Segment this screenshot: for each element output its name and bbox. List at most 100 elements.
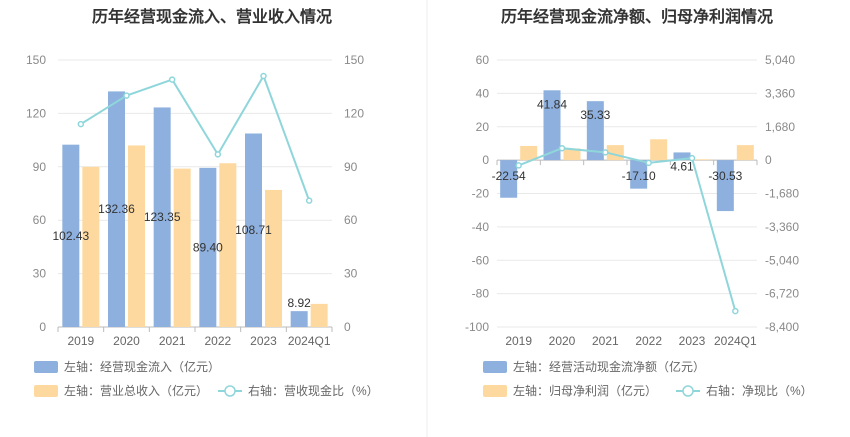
chart1-right-tick-label: 90: [344, 160, 358, 174]
chart2-legend-marker-icon: [682, 385, 694, 397]
chart2-right-tick-label: 5,040: [765, 53, 795, 67]
chart2-legend-swatch: [483, 361, 507, 373]
chart1-category-label: 2020: [113, 334, 140, 348]
chart2-left-tick-label: 40: [476, 86, 490, 100]
chart1-category-label: 2019: [67, 334, 94, 348]
chart2-ratio-point: [645, 159, 652, 167]
chart1-category-label: 2022: [204, 334, 231, 348]
chart1-ratio-point: [260, 72, 267, 80]
chart1-bar-primary: [199, 167, 217, 327]
chart2-left-tick-label: -100: [465, 320, 489, 334]
chart1-legend-label: 左轴：营业总收入（亿元）: [64, 383, 208, 398]
chart2-category-label: 2024Q1: [714, 334, 757, 348]
chart1-bar-value-label: 132.36: [98, 202, 135, 216]
chart2-bar-value-label: -22.54: [492, 169, 526, 183]
chart1-ratio-line: [80, 73, 311, 201]
chart1-right-tick-label: 0: [344, 320, 351, 334]
chart2-bar-value-label: 35.33: [580, 108, 610, 122]
chart1-category-label: 2021: [159, 334, 186, 348]
chart2-bar-secondary: [563, 148, 581, 161]
chart1-left-tick-label: 150: [26, 53, 46, 67]
chart2-ratio-point: [558, 144, 566, 152]
chart1-left-tick-label: 90: [33, 160, 47, 174]
chart1-category-label: 2024Q1: [288, 334, 331, 348]
chart1-left-tick-label: 30: [33, 267, 47, 281]
chart2-legend-swatch: [483, 385, 507, 397]
chart2-category-label: 2021: [592, 334, 619, 348]
chart2-bar-value-label: -17.10: [622, 169, 656, 183]
chart1-ratio-point: [305, 197, 313, 204]
chart1-bar-value-label: 89.40: [193, 240, 223, 254]
chart1-bar-primary: [290, 311, 308, 327]
chart1-ratio-point: [214, 151, 222, 158]
chart2-category-label: 2020: [549, 334, 576, 348]
chart1-title: 历年经营现金流入、营业收入情况: [92, 7, 332, 26]
chart2-bar-value-label: 41.84: [537, 97, 567, 111]
chart1-ratio-point: [168, 76, 176, 83]
chart1-bar-secondary: [82, 166, 100, 327]
chart1-ratio-point: [123, 92, 130, 99]
chart1-right-tick-label: 120: [344, 106, 364, 120]
chart2-category-label: 2023: [679, 334, 706, 348]
chart2-ratio-point: [732, 307, 739, 315]
chart1-bar-value-label: 8.92: [287, 296, 311, 310]
chart1-left-tick-label: 120: [26, 106, 46, 120]
chart2-bar-primary: [500, 160, 518, 198]
chart2-bar-value-label: 4.61: [670, 159, 694, 173]
chart2-bar-primary: [630, 160, 648, 189]
chart1-bar-secondary: [128, 145, 145, 327]
chart1-bar-secondary: [265, 189, 282, 327]
chart2-bar-secondary: [650, 139, 668, 161]
chart1-legend-marker-icon: [224, 385, 236, 397]
chart2-bar-secondary: [736, 145, 754, 161]
chart2-bar-primary: [716, 160, 734, 212]
chart1-bar-secondary: [310, 303, 328, 327]
chart1-right-tick-label: 30: [344, 267, 358, 281]
chart2-bar-secondary: [520, 145, 538, 161]
chart1-left-tick-label: 0: [39, 320, 46, 334]
chart2-bar-primary: [673, 152, 691, 161]
chart2-ratio-line: [518, 147, 737, 312]
chart2-left-tick-label: -40: [472, 220, 490, 234]
chart2-bar-value-label: -30.53: [708, 169, 742, 183]
chart1-legend-swatch: [34, 361, 58, 373]
chart2-category-label: 2022: [635, 334, 662, 348]
chart2-title: 历年经营现金流净额、归母净利润情况: [501, 7, 773, 26]
chart2-right-tick-label: 0: [765, 153, 772, 167]
chart2-ratio-point: [602, 149, 609, 156]
chart2-left-tick-label: -20: [472, 187, 490, 201]
chart2-ratio-point: [688, 154, 696, 162]
chart2-right-tick-label: -1,680: [765, 187, 799, 201]
chart2-legend-label: 左轴：经营活动现金流净额（亿元）: [513, 359, 705, 374]
chart1-right-tick-label: 60: [344, 213, 358, 227]
chart1-bar-secondary: [173, 168, 191, 327]
chart2-right-tick-label: -5,040: [765, 253, 799, 267]
chart1-bar-primary: [153, 107, 171, 327]
chart1-right-tick-label: 150: [344, 53, 364, 67]
chart2-bar-primary: [586, 101, 604, 161]
chart2-bar-primary: [543, 90, 561, 161]
chart2-right-tick-label: 1,680: [765, 120, 795, 134]
chart1-category-label: 2023: [250, 334, 277, 348]
chart2-right-tick-label: -8,400: [765, 320, 799, 334]
chart1-ratio-point: [77, 120, 85, 128]
chart1-bar-primary: [245, 133, 262, 327]
chart1-bar-primary: [62, 144, 80, 327]
chart2-left-tick-label: 60: [476, 53, 490, 67]
chart1-left-tick-label: 60: [33, 213, 47, 227]
chart2-left-tick-label: -80: [472, 287, 490, 301]
chart1-legend-label: 左轴：经营现金流入（亿元）: [64, 359, 220, 374]
chart2-category-label: 2019: [505, 334, 532, 348]
chart2-bar-secondary: [693, 159, 711, 161]
chart1-legend-label: 右轴：营收现金比（%）: [248, 383, 379, 398]
chart2-ratio-point: [515, 162, 522, 169]
chart2-right-tick-label: -3,360: [765, 220, 799, 234]
chart2-left-tick-label: 0: [482, 153, 489, 167]
chart1-bar-secondary: [219, 163, 237, 327]
chart2-legend-label: 右轴：净现比（%）: [706, 383, 813, 398]
chart2-left-tick-label: -60: [472, 253, 490, 267]
chart1-legend-swatch: [34, 385, 58, 397]
chart1-bar-value-label: 102.43: [52, 229, 89, 243]
